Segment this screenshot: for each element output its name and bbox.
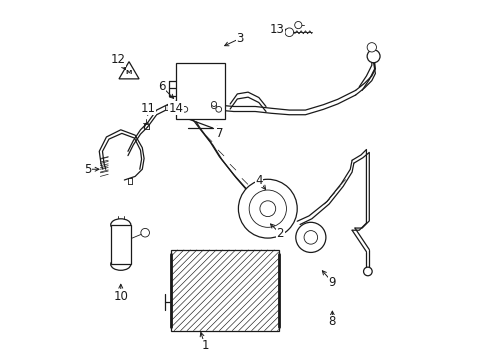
Circle shape [366,42,376,52]
Text: 11: 11 [140,102,155,115]
Bar [171,250,278,330]
Text: 5: 5 [83,163,91,176]
Ellipse shape [110,219,131,231]
Bar [164,105,172,111]
Text: 13: 13 [269,23,284,36]
Text: 3: 3 [236,32,244,45]
Ellipse shape [110,258,131,270]
Text: 2: 2 [276,227,284,240]
Circle shape [294,22,301,29]
Bar [110,225,131,264]
Bar [176,63,224,119]
Text: 1: 1 [201,339,208,352]
Circle shape [238,179,297,238]
Circle shape [211,104,216,109]
Circle shape [215,107,221,112]
Circle shape [363,267,371,276]
Text: 14: 14 [168,102,183,115]
Circle shape [249,190,286,227]
Circle shape [285,28,293,37]
Text: 10: 10 [113,290,128,303]
Text: 9: 9 [328,276,335,289]
Text: 8: 8 [328,315,335,328]
Circle shape [304,231,317,244]
Circle shape [260,201,275,217]
Text: 12: 12 [111,53,125,66]
Text: 7: 7 [215,127,223,140]
Text: 4: 4 [255,174,262,186]
Circle shape [211,102,216,107]
Circle shape [141,228,149,237]
Text: M: M [125,70,132,75]
Circle shape [295,222,325,252]
Text: 6: 6 [158,80,165,93]
Circle shape [366,50,379,63]
Polygon shape [119,62,139,79]
Circle shape [182,107,187,112]
